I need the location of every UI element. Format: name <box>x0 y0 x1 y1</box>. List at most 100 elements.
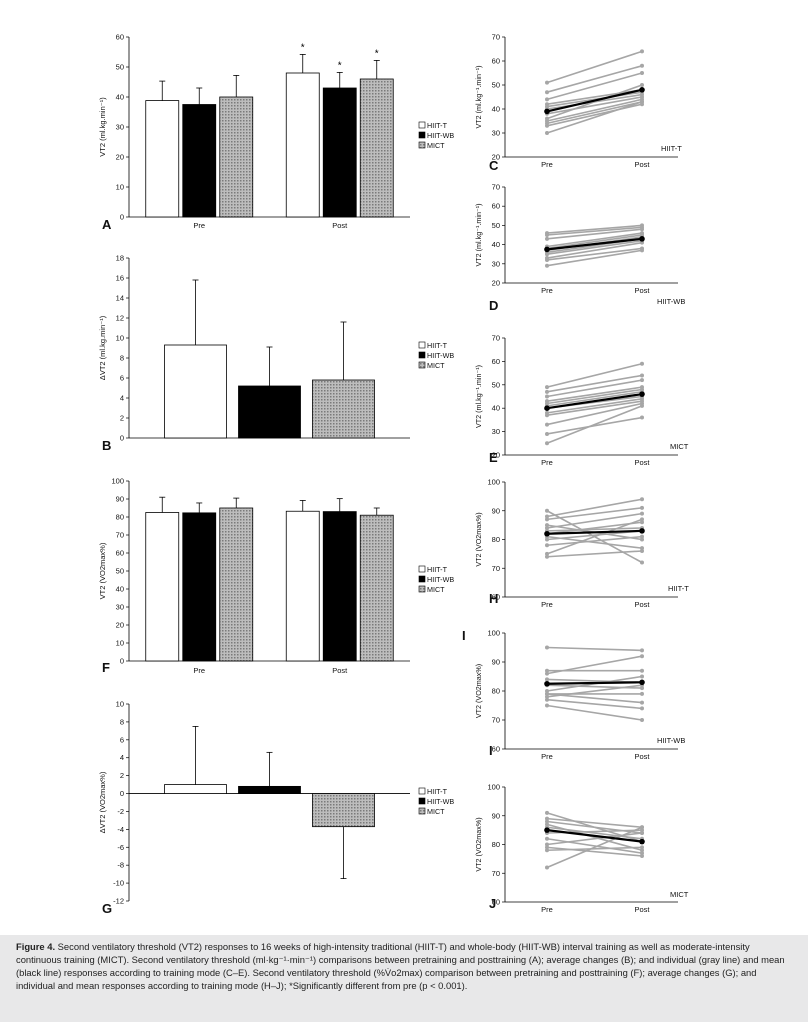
individual-line-J <box>546 837 643 854</box>
y-tick-label-G: 6 <box>120 735 124 744</box>
y-tick-label-C: 40 <box>492 105 500 114</box>
individual-point-I <box>640 706 644 711</box>
y-tick-label-H: 90 <box>492 506 500 515</box>
y-axis-label-E: VT2 (ml.kg⁻¹.min⁻¹) <box>474 365 483 428</box>
y-tick-label-F: 50 <box>116 567 124 576</box>
individual-point-D <box>545 233 549 237</box>
legend-swatch-A <box>418 131 426 139</box>
individual-line-D <box>546 226 643 236</box>
mean-point-I <box>544 680 550 687</box>
legend-swatch-A <box>418 141 426 149</box>
individual-point-H <box>640 546 644 551</box>
individual-point-C <box>545 123 549 128</box>
individual-point-I <box>545 668 549 673</box>
y-tick-label-J: 70 <box>492 869 500 878</box>
individual-point-E <box>545 394 549 399</box>
y-tick-label-F: 0 <box>120 657 124 666</box>
individual-line-E <box>546 402 643 426</box>
legend-swatch-G <box>418 797 426 805</box>
individual-line-E <box>546 391 643 407</box>
individual-point-C <box>640 99 644 104</box>
y-tick-label-B: 2 <box>120 414 124 423</box>
y-tick-label-G: 2 <box>120 771 124 780</box>
y-tick-label-C: 50 <box>492 81 500 90</box>
significance-marker-MICT: * <box>375 48 379 59</box>
y-tick-label-H: 70 <box>492 564 500 573</box>
y-tick-label-G: -8 <box>117 861 124 870</box>
individual-line-I <box>546 655 643 675</box>
legend-label-G: HIIT-T <box>427 787 448 796</box>
individual-point-I <box>545 691 549 696</box>
bar-F-HIIT-WB-Post <box>322 511 357 662</box>
legend-swatch-F <box>418 585 426 593</box>
mean-point-H <box>639 528 645 534</box>
legend-label-F: MICT <box>427 585 445 594</box>
legend-label-G: MICT <box>427 807 445 816</box>
y-tick-label-B: 6 <box>120 374 124 383</box>
individual-point-J <box>545 819 549 824</box>
individual-point-J <box>640 831 644 835</box>
individual-point-I <box>545 677 549 682</box>
panel-label-E: E <box>489 450 498 465</box>
individual-line-E <box>546 374 643 393</box>
individual-point-I <box>640 718 644 722</box>
x-tick-label-F: Pre <box>193 666 205 675</box>
bar-F-HIIT-T-Pre <box>145 512 180 662</box>
y-tick-label-J: 100 <box>487 783 500 792</box>
individual-line-H <box>546 535 643 547</box>
panel-label-F: F <box>102 660 110 675</box>
y-axis-label-C: VT2 (ml.kg⁻¹.min⁻¹) <box>474 65 483 128</box>
individual-point-C <box>640 83 644 87</box>
individual-point-E <box>640 361 644 366</box>
mean-line-J <box>546 829 643 843</box>
y-tick-label-F: 30 <box>116 603 124 612</box>
individual-point-J <box>545 848 549 853</box>
legend-swatch-A <box>418 121 426 129</box>
individual-point-E <box>640 415 644 420</box>
bar-A-HIIT-WB-Post <box>322 87 357 218</box>
individual-line-D <box>546 224 643 234</box>
y-tick-label-E: 70 <box>492 334 500 343</box>
y-axis-label-J: VT2 (VO2max%) <box>474 817 483 871</box>
individual-point-H <box>545 508 549 513</box>
mean-point-C <box>544 108 550 115</box>
mean-line-H <box>546 529 643 535</box>
legend-swatch-B <box>418 351 426 359</box>
y-tick-label-F: 70 <box>116 531 124 540</box>
legend-label-F: HIIT-T <box>427 565 448 574</box>
individual-line-E <box>546 379 643 398</box>
individual-point-H <box>640 505 644 510</box>
y-tick-label-B: 4 <box>120 394 124 403</box>
individual-point-I <box>545 694 549 699</box>
x-tick-label-F: Post <box>332 666 348 675</box>
y-tick-label-D: 20 <box>492 279 500 288</box>
panel-label-G: G <box>102 901 112 916</box>
individual-point-D <box>640 227 644 232</box>
panel-label-H: H <box>489 591 498 606</box>
x-tick-label-J: Post <box>634 905 650 914</box>
individual-point-H <box>640 520 644 525</box>
significance-marker-HIIT-T: * <box>301 42 305 53</box>
y-tick-label-I: 80 <box>492 687 500 696</box>
individual-line-H <box>546 512 643 529</box>
mean-point-E <box>639 391 645 397</box>
individual-line-I <box>546 684 643 698</box>
individual-point-I <box>545 703 549 708</box>
bar-F-MICT-Pre <box>219 507 254 662</box>
y-tick-label-G: 8 <box>120 717 124 726</box>
individual-point-C <box>545 131 549 135</box>
individual-line-C <box>546 84 643 120</box>
y-tick-label-I: 70 <box>492 716 500 725</box>
bar-B-HIIT-T-delta <box>164 344 227 439</box>
group-label-H: HIIT-T <box>668 584 689 593</box>
individual-point-E <box>545 422 549 427</box>
individual-point-J <box>640 851 644 856</box>
individual-line-H <box>546 527 643 532</box>
y-tick-label-C: 20 <box>492 153 500 162</box>
individual-point-I <box>640 668 644 673</box>
individual-point-E <box>640 403 644 408</box>
individual-line-E <box>546 416 643 435</box>
individual-line-D <box>546 239 643 255</box>
y-tick-label-D: 40 <box>492 240 500 249</box>
